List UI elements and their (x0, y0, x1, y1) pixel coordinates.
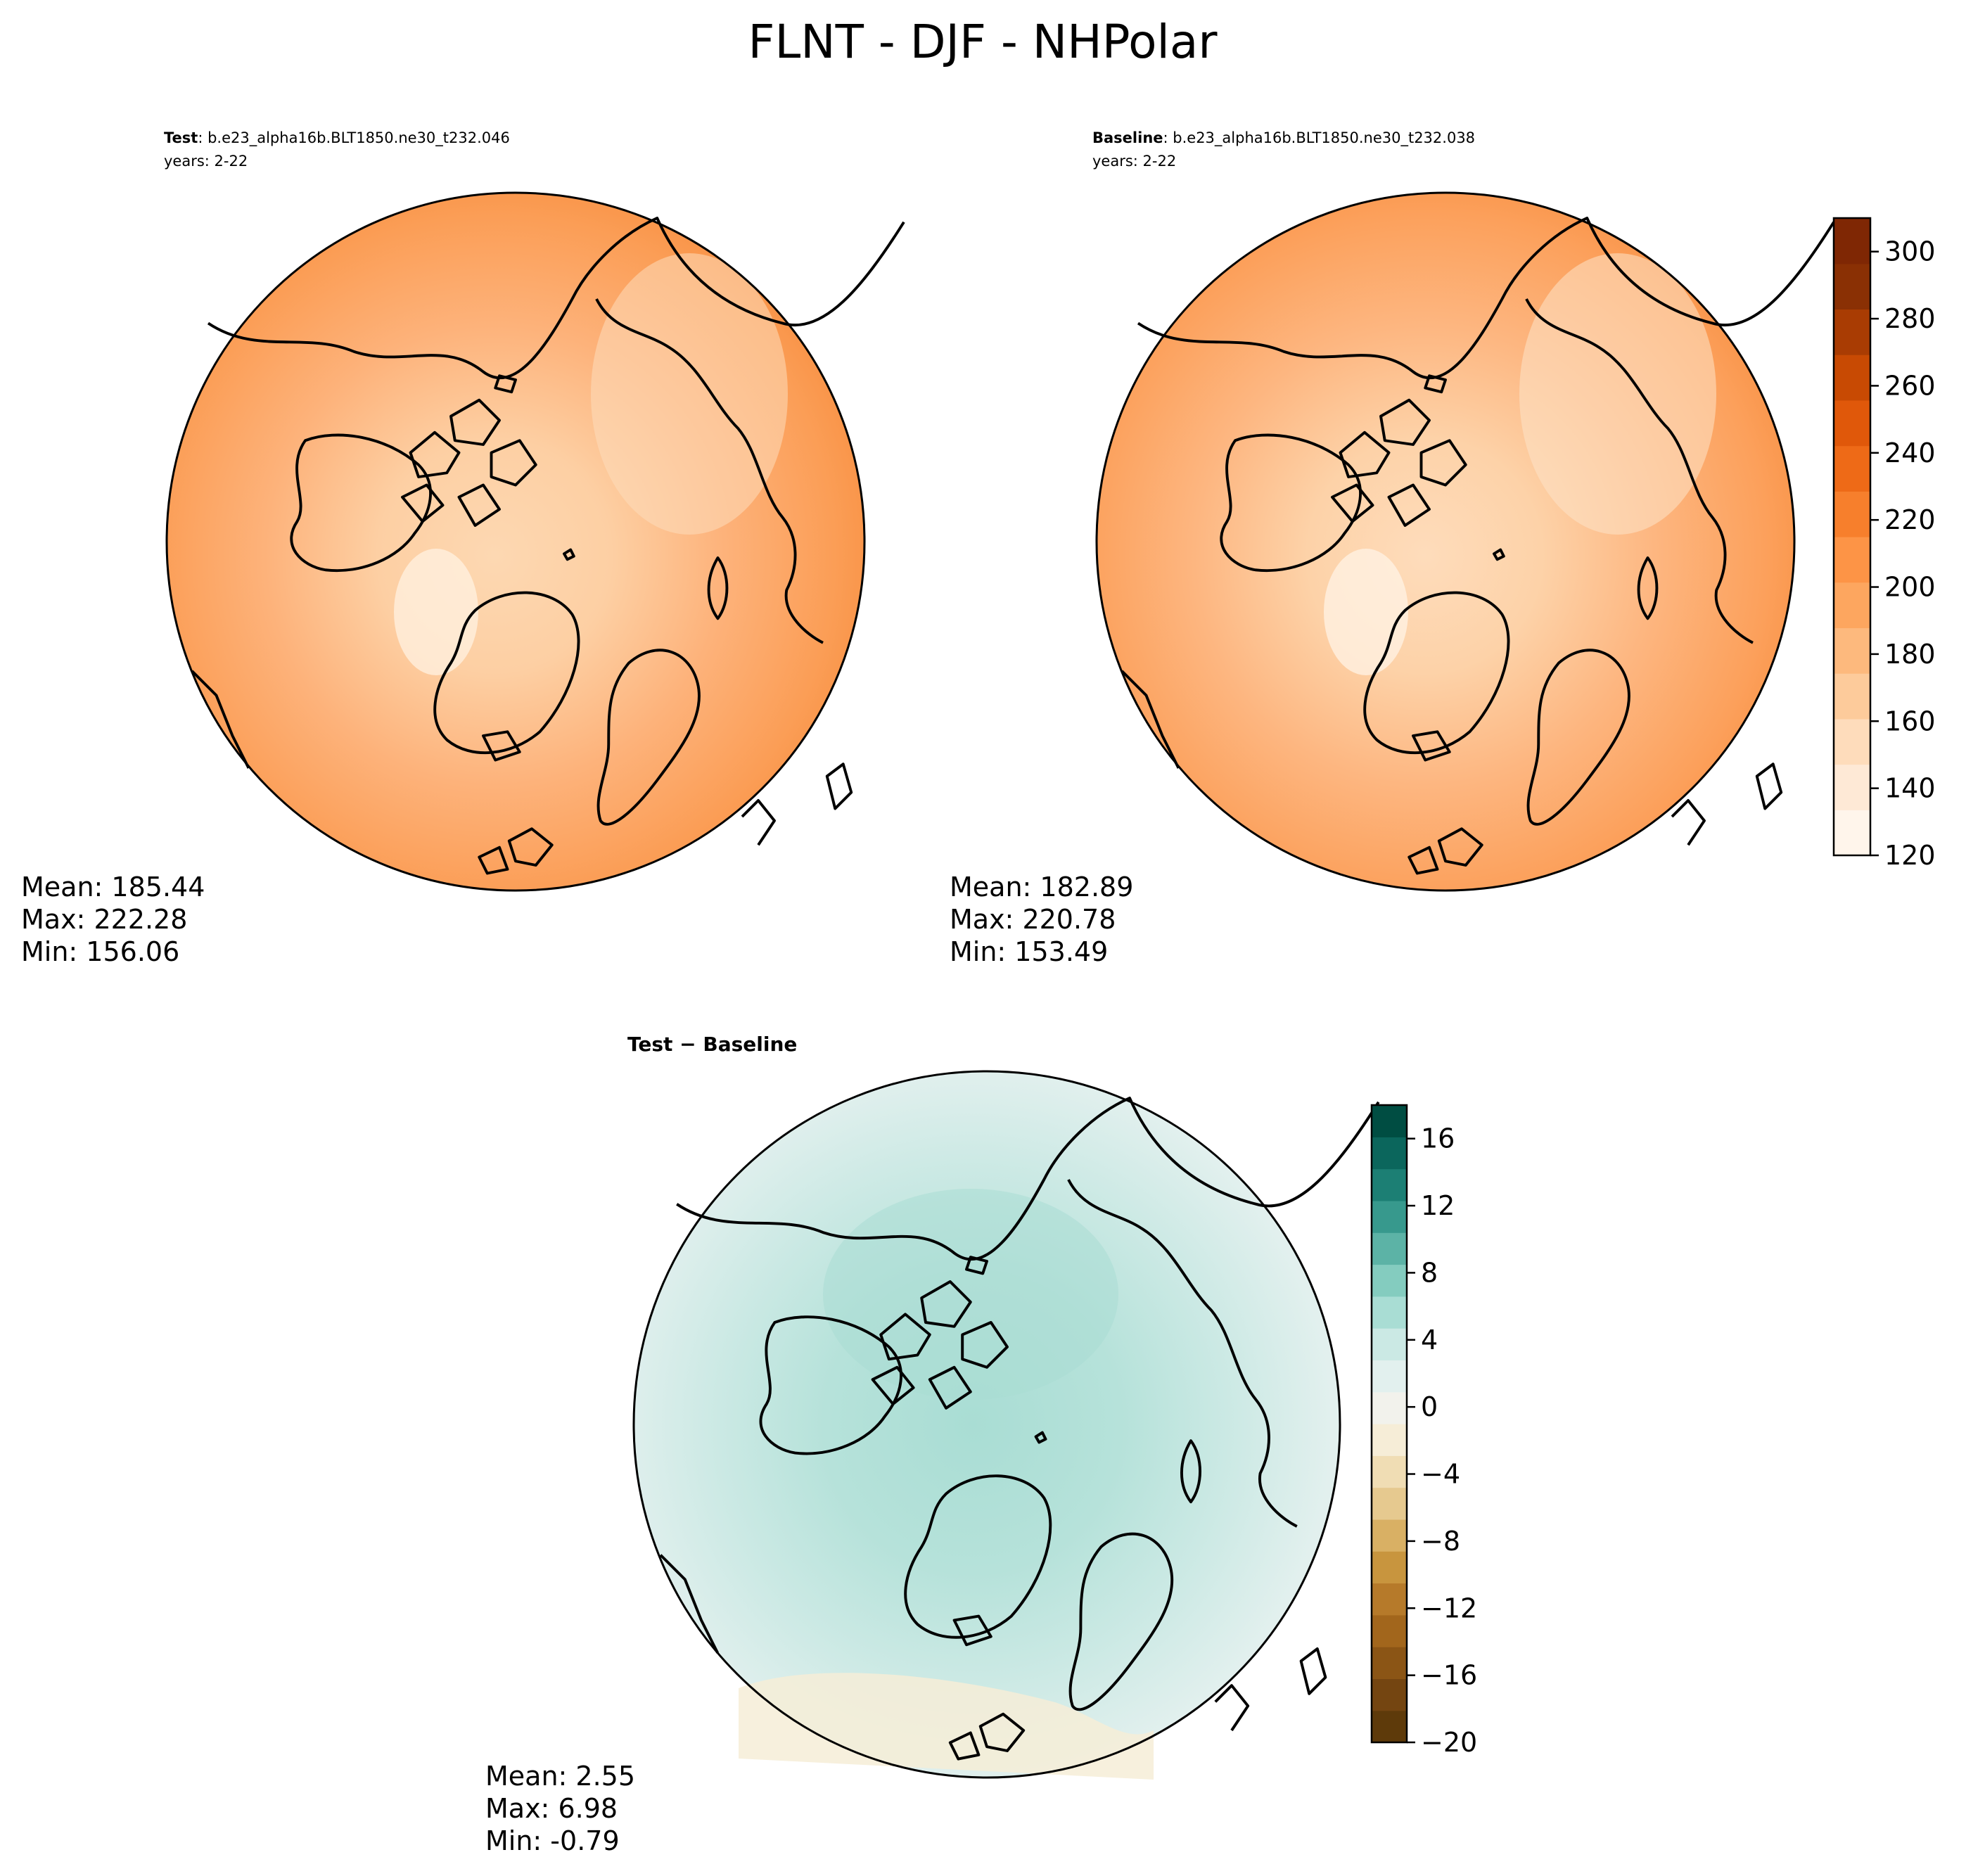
diff-colorbar-segment (1372, 1678, 1407, 1711)
baseline-panel-case: : b.e23_alpha16b.BLT1850.ne30_t232.038 (1163, 129, 1476, 147)
baseline-panel-title: Baseline: b.e23_alpha16b.BLT1850.ne30_t2… (1092, 129, 1475, 147)
test-panel-title: Test: b.e23_alpha16b.BLT1850.ne30_t232.0… (164, 129, 510, 147)
diff-stats: Mean: 2.55 Max: 6.98 Min: -0.79 (485, 1761, 635, 1856)
diff-colorbar-tick-label: −12 (1421, 1593, 1477, 1623)
main-colorbar-tick-label: 180 (1884, 639, 1936, 670)
main-colorbar-segment (1834, 673, 1870, 720)
diff-colorbar-segment (1372, 1328, 1407, 1360)
test-panel-years: years: 2-22 (164, 153, 248, 170)
figure-title: FLNT - DJF - NHPolar (748, 15, 1218, 69)
diff-colorbar-tick-label: 16 (1421, 1123, 1455, 1154)
diff-panel-title: Test − Baseline (627, 1033, 797, 1056)
main-colorbar-tick-label: 160 (1884, 706, 1936, 736)
main-colorbar-tick-label: 200 (1884, 572, 1936, 603)
diff-colorbar-segment (1372, 1168, 1407, 1201)
main-colorbar-tick-label: 220 (1884, 504, 1936, 535)
diff-colorbar-tick-label: 4 (1421, 1325, 1438, 1355)
main-colorbar-segment (1834, 218, 1870, 264)
baseline-max: Max: 220.78 (950, 904, 1116, 935)
main-colorbar-segment (1834, 582, 1870, 629)
baseline-stats: Mean: 182.89 Max: 220.78 Min: 153.49 (950, 872, 1133, 967)
main-colorbar-segment (1834, 537, 1870, 583)
main-colorbar-segment (1834, 355, 1870, 401)
diff-colorbar-segment (1372, 1424, 1407, 1456)
baseline-panel-label: Baseline (1092, 129, 1163, 146)
main-colorbar-tick-label: 260 (1884, 370, 1936, 401)
main-colorbar: 120 140 160 180 200 220 240 260 280 300 (1832, 217, 1936, 871)
diff-colorbar-segment (1372, 1647, 1407, 1679)
test-panel-case: : b.e23_alpha16b.BLT1850.ne30_t232.046 (198, 129, 510, 147)
baseline-panel: Baseline: b.e23_alpha16b.BLT1850.ne30_t2… (950, 129, 1835, 967)
diff-colorbar-frame (1370, 1104, 1408, 1744)
diff-colorbar-segment (1372, 1551, 1407, 1584)
test-min: Min: 156.06 (21, 936, 179, 967)
diff-max: Max: 6.98 (485, 1793, 618, 1824)
main-colorbar-segment (1834, 810, 1870, 856)
diff-polar-map (632, 1070, 1380, 1780)
diff-colorbar-segment (1372, 1614, 1407, 1647)
diff-colorbar-segment (1372, 1455, 1407, 1488)
main-colorbar-segment (1834, 627, 1870, 674)
diff-colorbar-segment (1372, 1710, 1407, 1743)
main-colorbar-tick-label: 120 (1884, 840, 1936, 871)
baseline-min: Min: 153.49 (950, 936, 1108, 967)
diff-colorbar-segment (1372, 1391, 1407, 1424)
diff-colorbar-segment (1372, 1200, 1407, 1233)
diff-colorbar: −20 −16 −12 −8 −4 0 4 8 12 16 (1370, 1104, 1477, 1758)
baseline-mean: Mean: 182.89 (950, 872, 1133, 902)
diff-colorbar-tick-label: −4 (1421, 1459, 1460, 1490)
diff-colorbar-segment (1372, 1105, 1407, 1137)
main-colorbar-segment (1834, 764, 1870, 810)
diff-colorbar-tick-label: 12 (1421, 1190, 1455, 1221)
diff-min: Min: -0.79 (485, 1825, 620, 1856)
diff-colorbar-tick-label: 0 (1421, 1391, 1438, 1422)
test-mean: Mean: 185.44 (21, 872, 205, 902)
diff-colorbar-segment (1372, 1583, 1407, 1616)
main-colorbar-segment (1834, 400, 1870, 447)
diff-colorbar-segment (1372, 1487, 1407, 1520)
baseline-polar-map (1095, 191, 1835, 892)
test-max: Max: 222.28 (21, 904, 187, 935)
diff-colorbar-segment (1372, 1264, 1407, 1297)
test-polar-map (165, 191, 905, 892)
main-colorbar-segment (1834, 263, 1870, 310)
main-colorbar-segment (1834, 309, 1870, 355)
diff-colorbar-tick-label: −8 (1421, 1526, 1460, 1557)
main-colorbar-tick-label: 280 (1884, 303, 1936, 334)
main-colorbar-frame (1832, 217, 1872, 857)
main-colorbar-segment (1834, 445, 1870, 492)
diff-colorbar-segment (1372, 1137, 1407, 1170)
baseline-panel-years: years: 2-22 (1092, 153, 1176, 170)
diff-colorbar-segment (1372, 1232, 1407, 1265)
test-panel-label: Test (164, 129, 198, 146)
diff-panel: Test − Baseline Mean: 2.55 Max: 6.98 Min… (485, 1033, 1380, 1856)
diff-colorbar-segment (1372, 1296, 1407, 1329)
diff-colorbar-tick-label: 8 (1421, 1257, 1438, 1288)
main-colorbar-segment (1834, 718, 1870, 765)
main-colorbar-segment (1834, 491, 1870, 537)
main-colorbar-tick-label: 240 (1884, 438, 1936, 468)
diff-colorbar-segment (1372, 1360, 1407, 1393)
diff-mean: Mean: 2.55 (485, 1761, 635, 1792)
diff-colorbar-segment (1372, 1519, 1407, 1552)
diff-colorbar-tick-label: −16 (1421, 1660, 1477, 1691)
diff-colorbar-tick-label: −20 (1421, 1727, 1477, 1758)
test-panel: Test: b.e23_alpha16b.BLT1850.ne30_t232.0… (21, 129, 905, 967)
test-stats: Mean: 185.44 Max: 222.28 Min: 156.06 (21, 872, 205, 967)
main-colorbar-tick-label: 140 (1884, 773, 1936, 804)
main-colorbar-tick-label: 300 (1884, 236, 1936, 267)
